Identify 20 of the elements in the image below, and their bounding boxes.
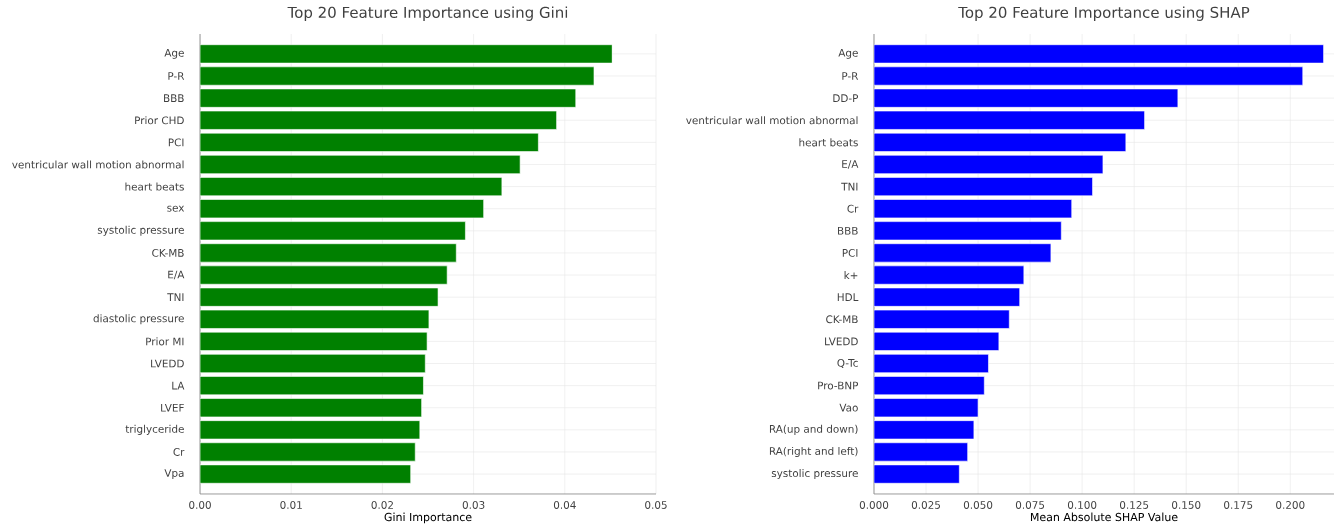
- bar: [200, 354, 426, 373]
- bar: [200, 309, 430, 329]
- bar: [200, 110, 557, 130]
- bar: [200, 132, 539, 152]
- bar: [200, 265, 448, 285]
- bar: [200, 199, 484, 219]
- bar: [200, 221, 466, 241]
- bar: [200, 154, 521, 174]
- bar: [200, 420, 421, 440]
- bar: [200, 331, 428, 351]
- bar: [200, 44, 613, 64]
- bar: [200, 88, 577, 108]
- bar: [200, 398, 422, 418]
- bar: [200, 464, 411, 484]
- bar: [200, 177, 503, 197]
- bar: [200, 66, 595, 86]
- bar: [200, 442, 416, 462]
- bar: [200, 287, 439, 307]
- bar: [200, 243, 457, 263]
- bar: [200, 376, 424, 396]
